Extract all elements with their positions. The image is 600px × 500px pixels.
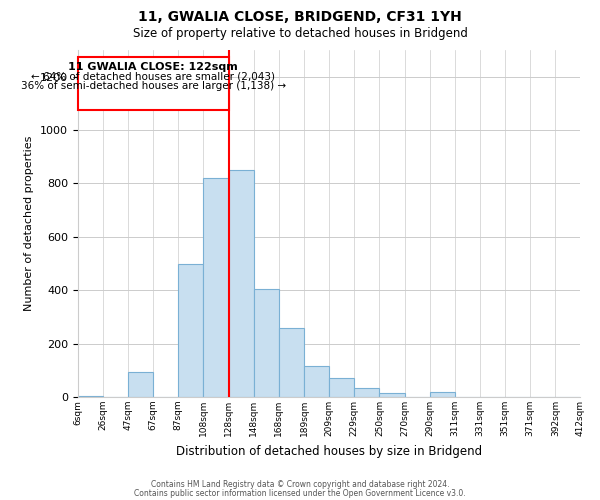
FancyBboxPatch shape xyxy=(78,56,229,110)
Bar xyxy=(203,178,229,397)
Bar xyxy=(379,393,404,397)
Bar xyxy=(254,289,279,397)
Bar xyxy=(304,366,329,397)
Bar xyxy=(229,170,254,397)
Text: 11, GWALIA CLOSE, BRIDGEND, CF31 1YH: 11, GWALIA CLOSE, BRIDGEND, CF31 1YH xyxy=(138,10,462,24)
Text: 36% of semi-detached houses are larger (1,138) →: 36% of semi-detached houses are larger (… xyxy=(20,80,286,90)
Bar xyxy=(430,392,455,397)
Bar xyxy=(128,372,153,397)
Bar xyxy=(329,378,354,397)
Text: Contains public sector information licensed under the Open Government Licence v3: Contains public sector information licen… xyxy=(134,488,466,498)
Bar xyxy=(178,264,203,397)
Bar xyxy=(279,328,304,397)
Text: ← 64% of detached houses are smaller (2,043): ← 64% of detached houses are smaller (2,… xyxy=(31,72,275,82)
Bar xyxy=(354,388,379,397)
Bar xyxy=(78,396,103,397)
Text: Size of property relative to detached houses in Bridgend: Size of property relative to detached ho… xyxy=(133,28,467,40)
X-axis label: Distribution of detached houses by size in Bridgend: Distribution of detached houses by size … xyxy=(176,444,482,458)
Text: Contains HM Land Registry data © Crown copyright and database right 2024.: Contains HM Land Registry data © Crown c… xyxy=(151,480,449,489)
Text: 11 GWALIA CLOSE: 122sqm: 11 GWALIA CLOSE: 122sqm xyxy=(68,62,238,72)
Y-axis label: Number of detached properties: Number of detached properties xyxy=(25,136,34,311)
